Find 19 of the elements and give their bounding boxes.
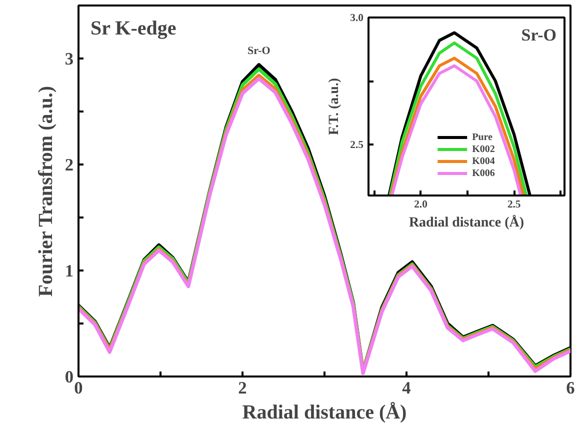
- text: Sr K-edge: [90, 18, 176, 40]
- y-axis-title: Fourier Transfrom (a.u.): [34, 86, 57, 297]
- legend-label: Pure: [472, 131, 492, 143]
- y-tick-label: 3: [64, 50, 74, 68]
- legend-label: K004: [472, 155, 495, 167]
- annotation: Sr-O: [247, 44, 271, 57]
- y-tick-label: 3.0: [350, 13, 364, 24]
- x-tick-label: 6: [566, 378, 576, 398]
- text: Sr-O: [521, 26, 557, 44]
- x-axis-title: Radial distance (Å): [242, 402, 407, 424]
- legend-label: K006: [472, 167, 495, 179]
- x-tick-label: 4: [402, 378, 412, 398]
- x-tick-label: 2.0: [414, 200, 428, 210]
- y-tick-label: 2: [64, 156, 74, 174]
- y-axis-title: F.T. (a.u.): [327, 78, 342, 136]
- x-axis-title: Radial distance (Å): [408, 214, 524, 230]
- x-tick-label: 2: [238, 378, 247, 398]
- legend-label: K002: [472, 143, 495, 155]
- y-tick-label: 1: [64, 262, 74, 280]
